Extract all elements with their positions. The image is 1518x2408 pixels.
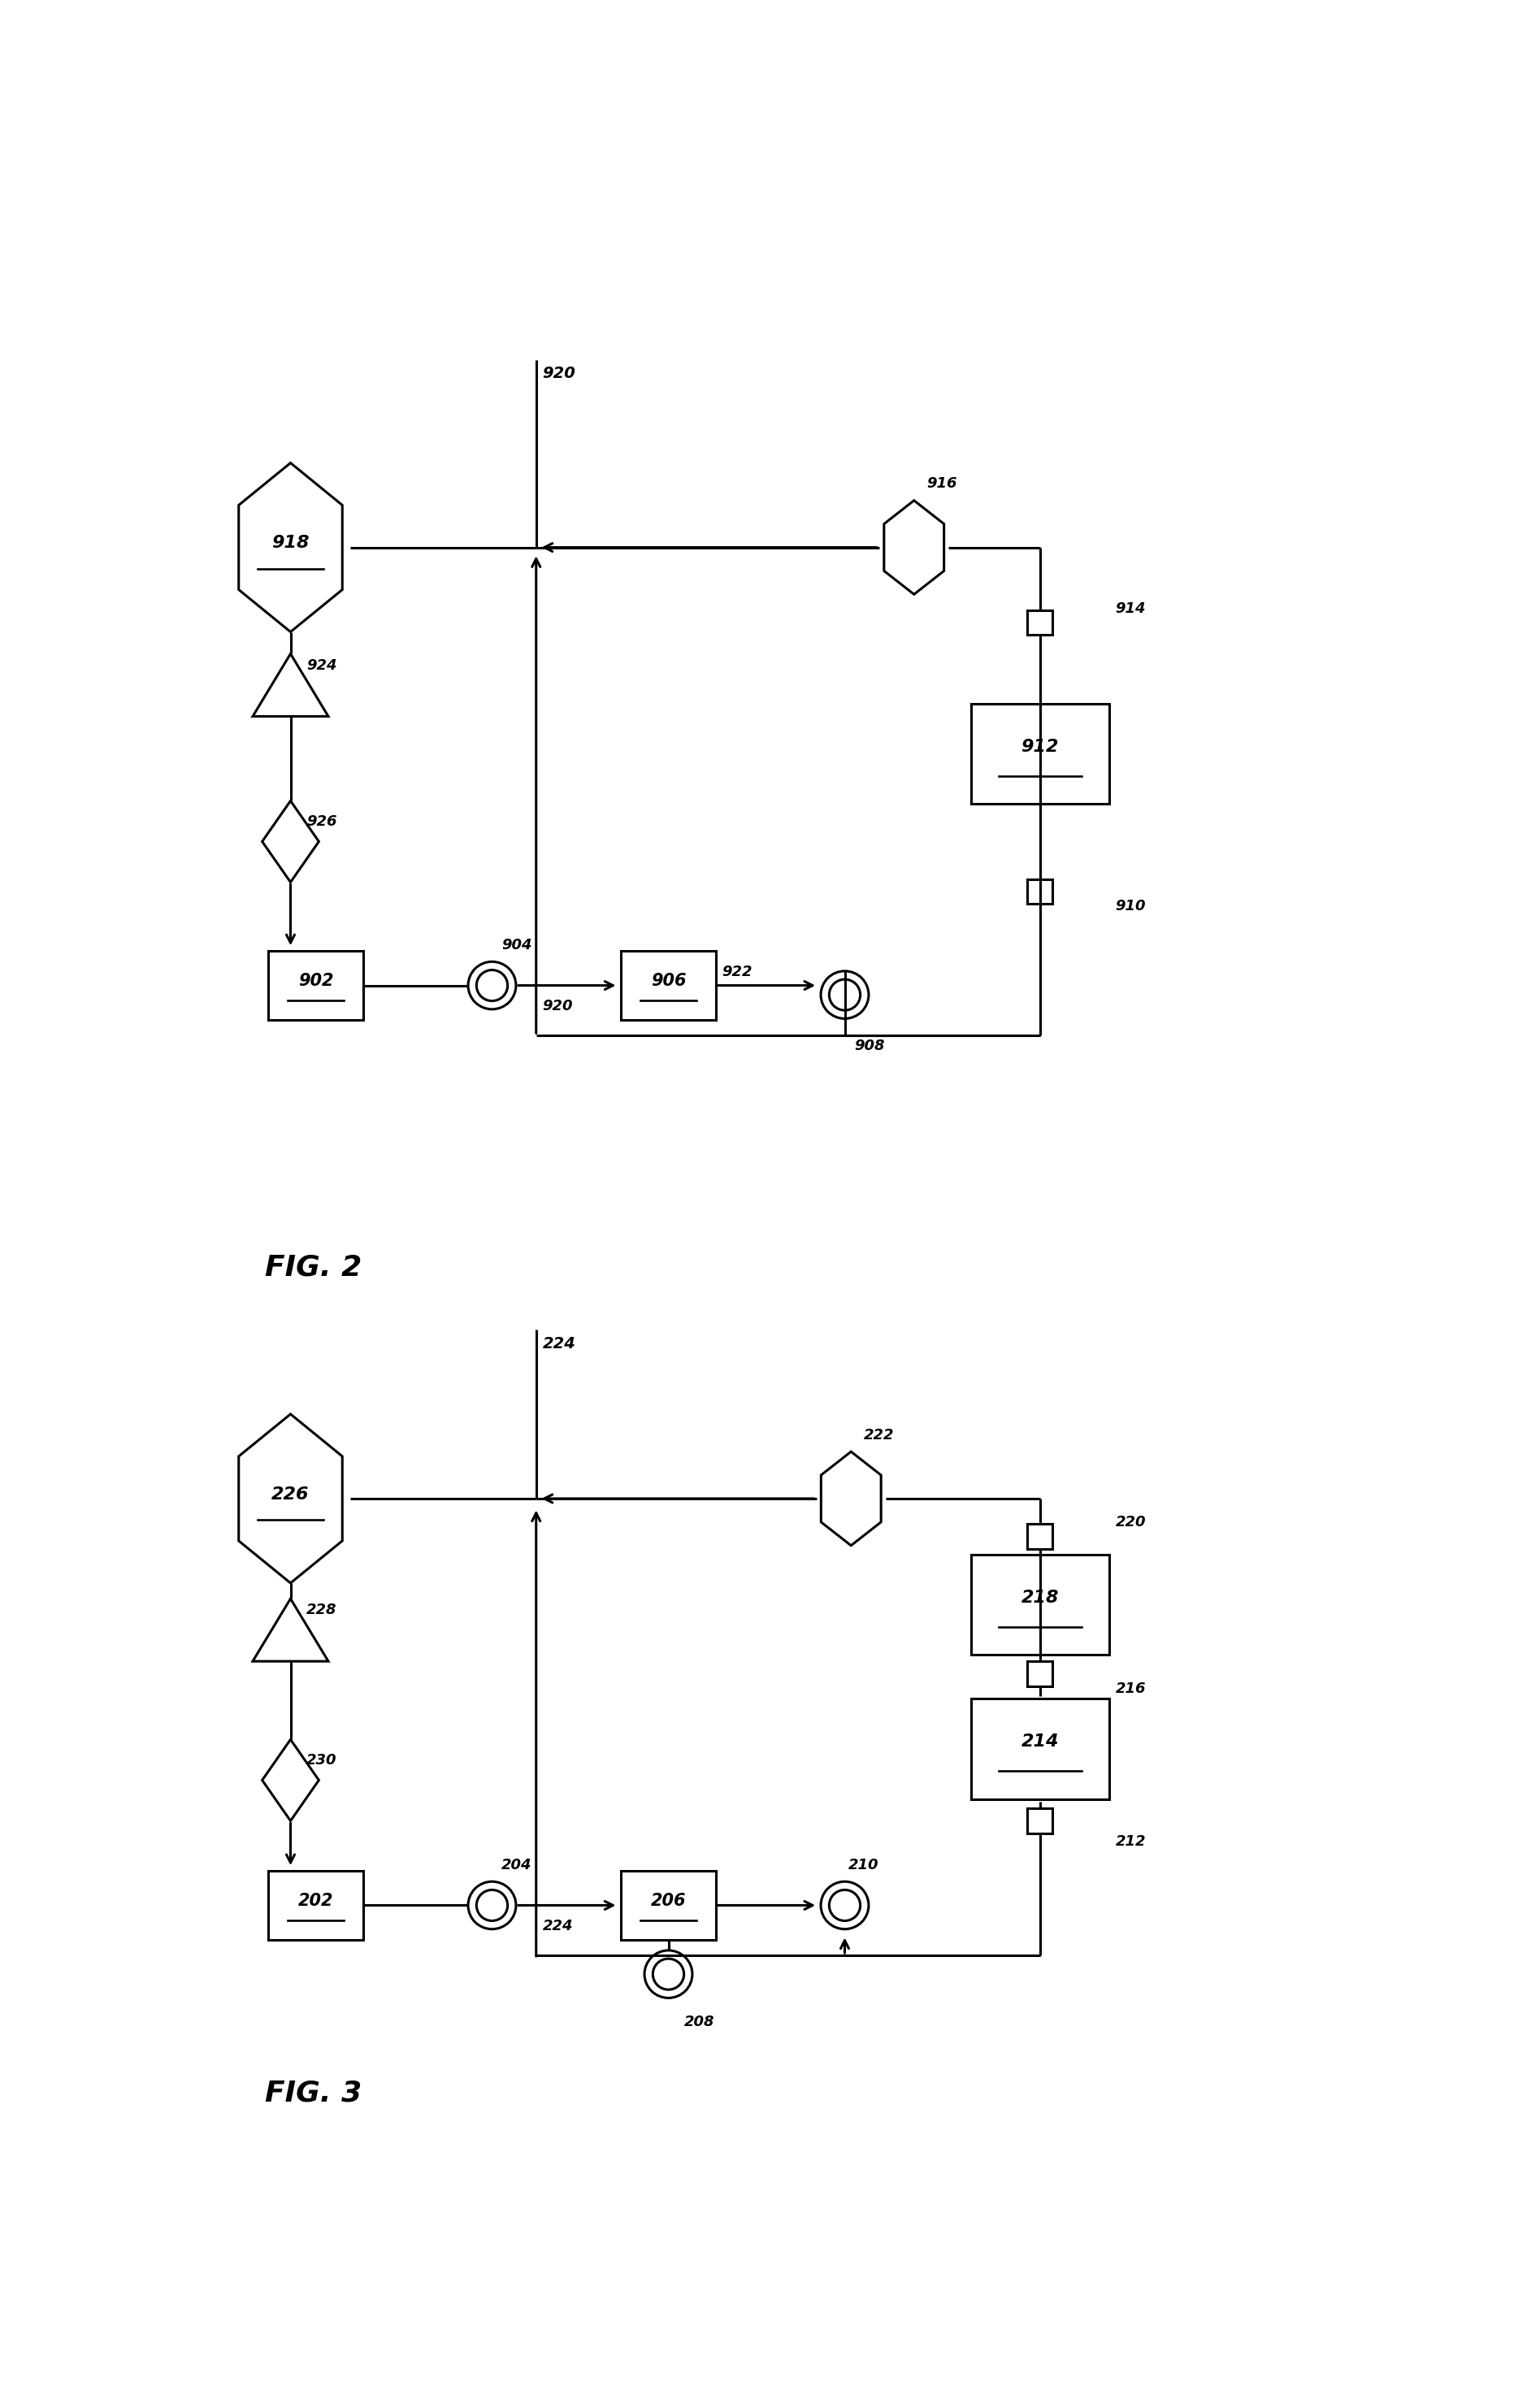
Text: 220: 220 <box>1116 1515 1146 1529</box>
Text: 920: 920 <box>542 366 575 380</box>
Text: 920: 920 <box>542 999 572 1014</box>
Text: 924: 924 <box>307 657 337 672</box>
Text: 922: 922 <box>723 966 753 980</box>
Text: 216: 216 <box>1116 1681 1146 1695</box>
Text: FIG. 3: FIG. 3 <box>266 2078 363 2107</box>
Text: 226: 226 <box>272 1486 310 1503</box>
Text: 206: 206 <box>651 1893 686 1910</box>
Text: 202: 202 <box>298 1893 334 1910</box>
Text: 926: 926 <box>307 814 337 828</box>
Text: 214: 214 <box>1022 1734 1060 1751</box>
Text: 224: 224 <box>542 1336 575 1351</box>
Text: 204: 204 <box>501 1857 531 1871</box>
Text: 218: 218 <box>1022 1589 1060 1606</box>
Text: 902: 902 <box>298 973 334 990</box>
Text: 904: 904 <box>501 937 531 951</box>
Text: 912: 912 <box>1022 739 1060 756</box>
Text: 914: 914 <box>1116 602 1146 616</box>
Text: 908: 908 <box>855 1038 885 1052</box>
Text: 910: 910 <box>1116 898 1146 913</box>
Text: FIG. 2: FIG. 2 <box>266 1252 363 1281</box>
Text: 212: 212 <box>1116 1835 1146 1849</box>
Text: 230: 230 <box>307 1753 337 1767</box>
Text: 210: 210 <box>849 1857 879 1871</box>
Text: 208: 208 <box>685 2015 715 2030</box>
Text: 224: 224 <box>542 1919 572 1934</box>
Text: 228: 228 <box>307 1604 337 1618</box>
Text: 906: 906 <box>651 973 686 990</box>
Text: 222: 222 <box>864 1428 894 1442</box>
Text: 916: 916 <box>926 477 956 491</box>
Text: 918: 918 <box>272 535 310 551</box>
